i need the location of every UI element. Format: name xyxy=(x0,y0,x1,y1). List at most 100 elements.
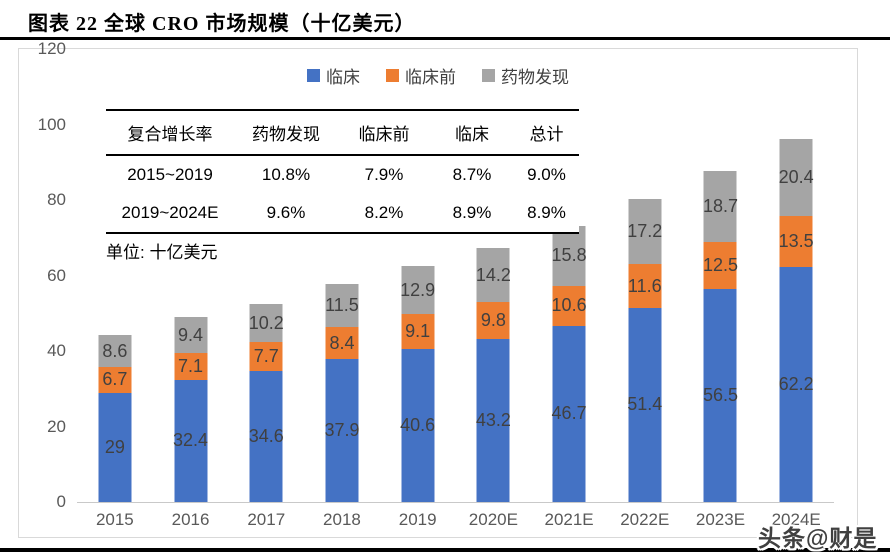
data-label-clinical: 51.4 xyxy=(627,394,663,415)
x-tick-label: 2021E xyxy=(544,510,594,529)
bar-slot-2015: 8.6 6.7 29 xyxy=(77,49,153,502)
table-header-cell: 复合增长率 xyxy=(127,125,213,144)
unit-note: 单位: 十亿美元 xyxy=(106,243,218,262)
data-label-clinical: 43.2 xyxy=(475,409,511,430)
bar-segment-discovery: 10.2 xyxy=(248,303,284,343)
figure-title: 图表 22 全球 CRO 市场规模（十亿美元） xyxy=(28,13,416,35)
table-row: 2015~2019 10.8% 7.9% 8.7% 9.0% xyxy=(106,155,579,194)
data-label-preclinical: 7.7 xyxy=(253,346,279,367)
cagr-table: 复合增长率 药物发现 临床前 临床 总计 2015~2019 10.8% 7.9% 8.7% 9… xyxy=(106,109,579,234)
chart-container: 临床 临床前 药物发现 0 20 40 60 80 100 120 8.6 6.7 29 9.4 7.1… xyxy=(18,39,858,538)
table-header-cell: 药物发现 xyxy=(252,125,320,144)
x-axis-line xyxy=(77,502,834,503)
bar-segment-clinical: 32.4 xyxy=(173,379,209,502)
bar-slot-2022E: 17.2 11.6 51.4 xyxy=(607,49,683,502)
legend-item-discovery: 药物发现 xyxy=(482,63,569,88)
data-label-clinical: 34.6 xyxy=(248,426,284,447)
x-tick-label: 2020E xyxy=(468,510,518,529)
legend-label-discovery: 药物发现 xyxy=(501,68,569,87)
y-tick-label: 80 xyxy=(47,190,66,209)
data-label-clinical: 56.5 xyxy=(702,384,738,405)
bar-slot-2017: 10.2 7.7 34.6 xyxy=(228,49,304,502)
data-label-discovery: 20.4 xyxy=(778,167,814,188)
data-label-preclinical: 9.1 xyxy=(405,321,431,342)
cagr-table-head: 复合增长率 药物发现 临床前 临床 总计 xyxy=(106,110,579,155)
bar-segment-clinical: 62.2 xyxy=(778,267,814,502)
table-row: 2019~2024E 9.6% 8.2% 8.9% 8.9% xyxy=(106,194,579,233)
y-tick-label: 40 xyxy=(47,341,66,360)
bar-segment-clinical: 29 xyxy=(98,392,132,502)
data-label-discovery: 14.2 xyxy=(475,264,511,285)
bar-2018: 11.5 8.4 37.9 xyxy=(324,283,360,502)
bar-2020E: 14.2 9.8 43.2 xyxy=(475,248,511,502)
bar-segment-clinical: 37.9 xyxy=(324,358,360,502)
data-label-discovery: 18.7 xyxy=(702,195,738,216)
bar-segment-discovery: 11.5 xyxy=(325,283,359,328)
table-header-cell: 总计 xyxy=(529,125,564,144)
bar-segment-clinical: 46.7 xyxy=(551,325,587,502)
x-tick-label: 2019 xyxy=(398,510,437,529)
bar-slot-2018: 11.5 8.4 37.9 xyxy=(304,49,380,502)
bar-segment-discovery: 9.4 xyxy=(174,317,208,353)
x-tick-label: 2023E xyxy=(695,510,746,529)
bar-segment-discovery: 18.7 xyxy=(702,170,738,242)
bar-segment-preclinical: 13.5 xyxy=(778,216,814,268)
bar-2019: 12.9 9.1 40.6 xyxy=(400,265,436,502)
data-label-preclinical: 9.8 xyxy=(480,309,506,330)
chart-legend: 临床 临床前 药物发现 xyxy=(19,63,857,88)
bar-slot-2019: 12.9 9.1 40.6 xyxy=(380,49,456,502)
legend-swatch-clinical xyxy=(307,69,320,82)
data-label-preclinical: 7.1 xyxy=(178,355,204,376)
legend-item-preclinical: 临床前 xyxy=(386,63,456,88)
plot-area: 8.6 6.7 29 9.4 7.1 32.4 10.2 7.7 34.6 11.5 8.4 37.9… xyxy=(77,49,834,502)
data-label-discovery: 12.9 xyxy=(400,279,436,300)
bar-segment-preclinical: 9.1 xyxy=(401,314,435,349)
x-tick-label: 2024E xyxy=(771,510,821,529)
table-cell: 8.9% xyxy=(527,203,566,222)
table-cell: 2019~2024E xyxy=(121,203,219,222)
legend-item-clinical: 临床 xyxy=(307,63,360,88)
watermark: 头条@财是 xyxy=(758,525,878,551)
table-cell: 2015~2019 xyxy=(127,165,213,184)
bar-2022E: 17.2 11.6 51.4 xyxy=(627,199,663,502)
bar-slot-2016: 9.4 7.1 32.4 xyxy=(153,49,229,502)
table-header-row: 复合增长率 药物发现 临床前 临床 总计 xyxy=(106,110,579,155)
bar-segment-preclinical: 6.7 xyxy=(98,367,132,393)
table-header-cell: 临床前 xyxy=(358,125,410,144)
table-cell: 8.7% xyxy=(452,165,492,184)
bar-segment-discovery: 15.8 xyxy=(552,226,587,286)
data-label-clinical: 40.6 xyxy=(400,414,436,435)
y-tick-label: 20 xyxy=(47,416,66,436)
data-label-discovery: 10.2 xyxy=(248,312,284,333)
data-label-clinical: 62.2 xyxy=(778,374,814,395)
y-tick-label: 100 xyxy=(37,114,66,134)
data-label-clinical: 32.4 xyxy=(173,430,209,451)
bar-segment-discovery: 14.2 xyxy=(475,248,511,302)
bottom-rule xyxy=(0,548,890,552)
bar-2016: 9.4 7.1 32.4 xyxy=(173,317,209,502)
bar-segment-discovery: 12.9 xyxy=(400,265,436,315)
data-label-preclinical: 8.4 xyxy=(329,332,355,353)
x-tick-label: 2016 xyxy=(171,510,210,529)
data-label-clinical: 46.7 xyxy=(551,403,587,424)
data-label-preclinical: 11.6 xyxy=(627,275,662,296)
bar-segment-preclinical: 12.5 xyxy=(703,241,738,289)
table-header-cell: 临床 xyxy=(455,125,489,144)
bar-segment-clinical: 51.4 xyxy=(627,307,663,502)
data-label-clinical: 37.9 xyxy=(324,419,360,440)
data-label-discovery: 9.4 xyxy=(178,324,204,345)
legend-swatch-discovery xyxy=(482,69,495,82)
bar-2024E: 20.4 13.5 62.2 xyxy=(778,139,814,502)
bar-slot-2020E: 14.2 9.8 43.2 xyxy=(456,49,532,502)
bar-slot-2021E: 15.8 10.6 46.7 xyxy=(531,49,607,502)
bar-segment-discovery: 20.4 xyxy=(778,139,814,217)
bar-2021E: 15.8 10.6 46.7 xyxy=(551,226,587,502)
data-label-preclinical: 13.5 xyxy=(778,231,814,252)
table-cell: 9.0% xyxy=(527,165,566,184)
cagr-table-body: 2015~2019 10.8% 7.9% 8.7% 9.0% 2019~2024E 9.6%… xyxy=(106,155,579,233)
y-tick-label: 120 xyxy=(37,39,66,58)
table-cell: 7.9% xyxy=(364,165,404,184)
data-label-preclinical: 10.6 xyxy=(551,295,587,316)
bar-segment-preclinical: 7.1 xyxy=(174,352,208,380)
